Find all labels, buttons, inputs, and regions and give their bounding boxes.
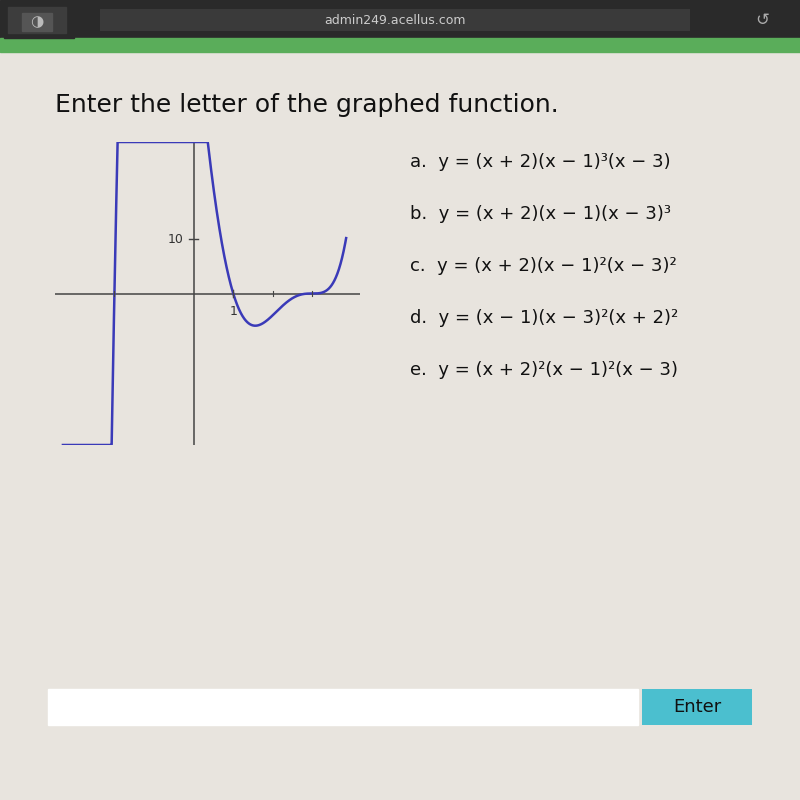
Bar [642, 689, 752, 725]
Text: Enter the letter of the graphed function.: Enter the letter of the graphed function… [55, 93, 558, 117]
Bar [0, 38, 800, 52]
Text: Enter: Enter [673, 698, 721, 716]
Text: b.  y = (x + 2)(x − 1)(x − 3)³: b. y = (x + 2)(x − 1)(x − 3)³ [410, 205, 671, 223]
Bar [48, 689, 638, 725]
Text: ↺: ↺ [755, 11, 769, 29]
Bar [22, 13, 52, 31]
Text: 10: 10 [168, 233, 184, 246]
Bar [100, 9, 690, 31]
Text: ◑: ◑ [30, 14, 44, 30]
Bar [4, 0, 74, 38]
Text: admin249.acellus.com: admin249.acellus.com [324, 14, 466, 26]
Text: 1: 1 [230, 306, 237, 318]
Text: d.  y = (x − 1)(x − 3)²(x + 2)²: d. y = (x − 1)(x − 3)²(x + 2)² [410, 309, 678, 327]
Text: a.  y = (x + 2)(x − 1)³(x − 3): a. y = (x + 2)(x − 1)³(x − 3) [410, 153, 670, 171]
Text: e.  y = (x + 2)²(x − 1)²(x − 3): e. y = (x + 2)²(x − 1)²(x − 3) [410, 361, 678, 379]
Bar [0, 0, 800, 38]
Bar [8, 7, 66, 33]
Text: c.  y = (x + 2)(x − 1)²(x − 3)²: c. y = (x + 2)(x − 1)²(x − 3)² [410, 257, 677, 275]
